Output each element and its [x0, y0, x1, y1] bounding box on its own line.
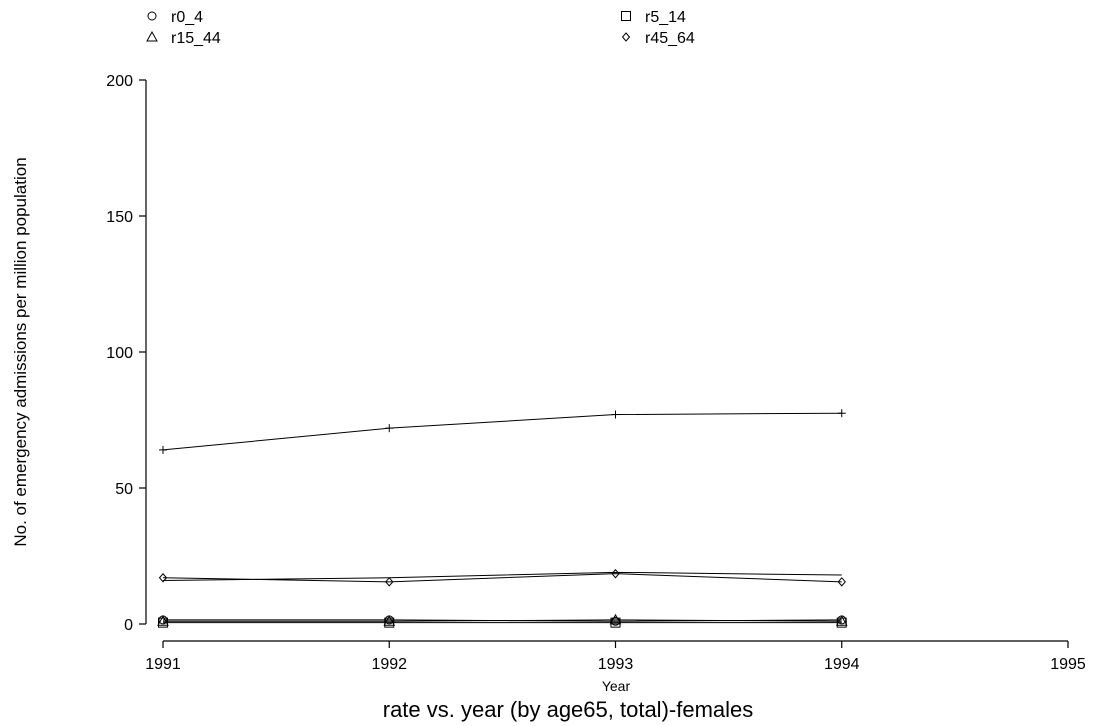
series-line [163, 619, 842, 622]
y-tick-label: 150 [106, 209, 133, 226]
data-point [835, 615, 848, 626]
data-point [385, 424, 394, 433]
y-tick-label: 50 [115, 481, 133, 498]
x-tick-label: 1991 [145, 656, 181, 673]
series-line [162, 412, 842, 451]
x-ticks: 1991 1992 1993 1994 1995 [145, 641, 1086, 673]
legend-marker-diamond [621, 32, 631, 42]
series-r15_44 [157, 613, 848, 626]
data-point [158, 617, 168, 628]
legend-label-r0_4: r0_4 [171, 9, 203, 26]
legend-marker-triangle [146, 30, 158, 42]
legend-item-r15_44: r15_44 [146, 30, 221, 47]
y-ticks: 0 50 100 150 200 [106, 73, 146, 634]
data-point [384, 617, 395, 628]
data-point [159, 445, 167, 454]
y-tick-label: 0 [124, 617, 133, 634]
x-tick-label: 1995 [1050, 656, 1086, 673]
legend-square-icon [621, 11, 631, 21]
y-tick-label: 100 [106, 345, 133, 362]
data-point [157, 615, 169, 626]
legend-item-r0_4: r0_4 [147, 9, 203, 26]
axes [145, 80, 1068, 642]
legend-diamond-icon [621, 32, 631, 42]
chart-title: rate vs. year (by age65, total)-females [383, 697, 754, 722]
series-unnamed-5 [159, 409, 846, 454]
data-point [385, 577, 394, 587]
legend-label-r15_44: r15_44 [171, 30, 221, 47]
data-point [837, 409, 846, 418]
series-r45_64 [158, 568, 846, 587]
data-point [837, 577, 846, 587]
series-line [162, 571, 842, 581]
data-point [836, 617, 847, 628]
y-tick-label: 200 [106, 73, 133, 90]
data-point [609, 613, 622, 625]
legend-item-r45_64: r45_64 [621, 30, 695, 47]
legend-label-r5_14: r5_14 [645, 9, 686, 26]
series-unnamed-4 [162, 571, 842, 581]
legend-marker-circle [147, 11, 157, 21]
x-tick-label: 1992 [371, 656, 407, 673]
x-tick-label: 1994 [824, 656, 860, 673]
data-point [158, 573, 168, 583]
series-line [162, 573, 842, 583]
legend-circle-icon [147, 11, 157, 21]
data-point [611, 410, 620, 419]
legend-item-r5_14: r5_14 [621, 9, 686, 26]
x-tick-label: 1993 [598, 656, 634, 673]
legend-label-r45_64: r45_64 [645, 30, 695, 47]
series-layer [157, 409, 848, 628]
legend-triangle-icon [146, 30, 158, 42]
legend: r0_4 r5_14 r15_44 r45_64 [146, 9, 695, 47]
series-r5_14 [158, 617, 847, 628]
data-point [383, 615, 396, 626]
y-axis-label: No. of emergency admissions per million … [11, 157, 30, 546]
legend-marker-square [621, 11, 631, 21]
x-axis-label: Year [602, 678, 631, 694]
